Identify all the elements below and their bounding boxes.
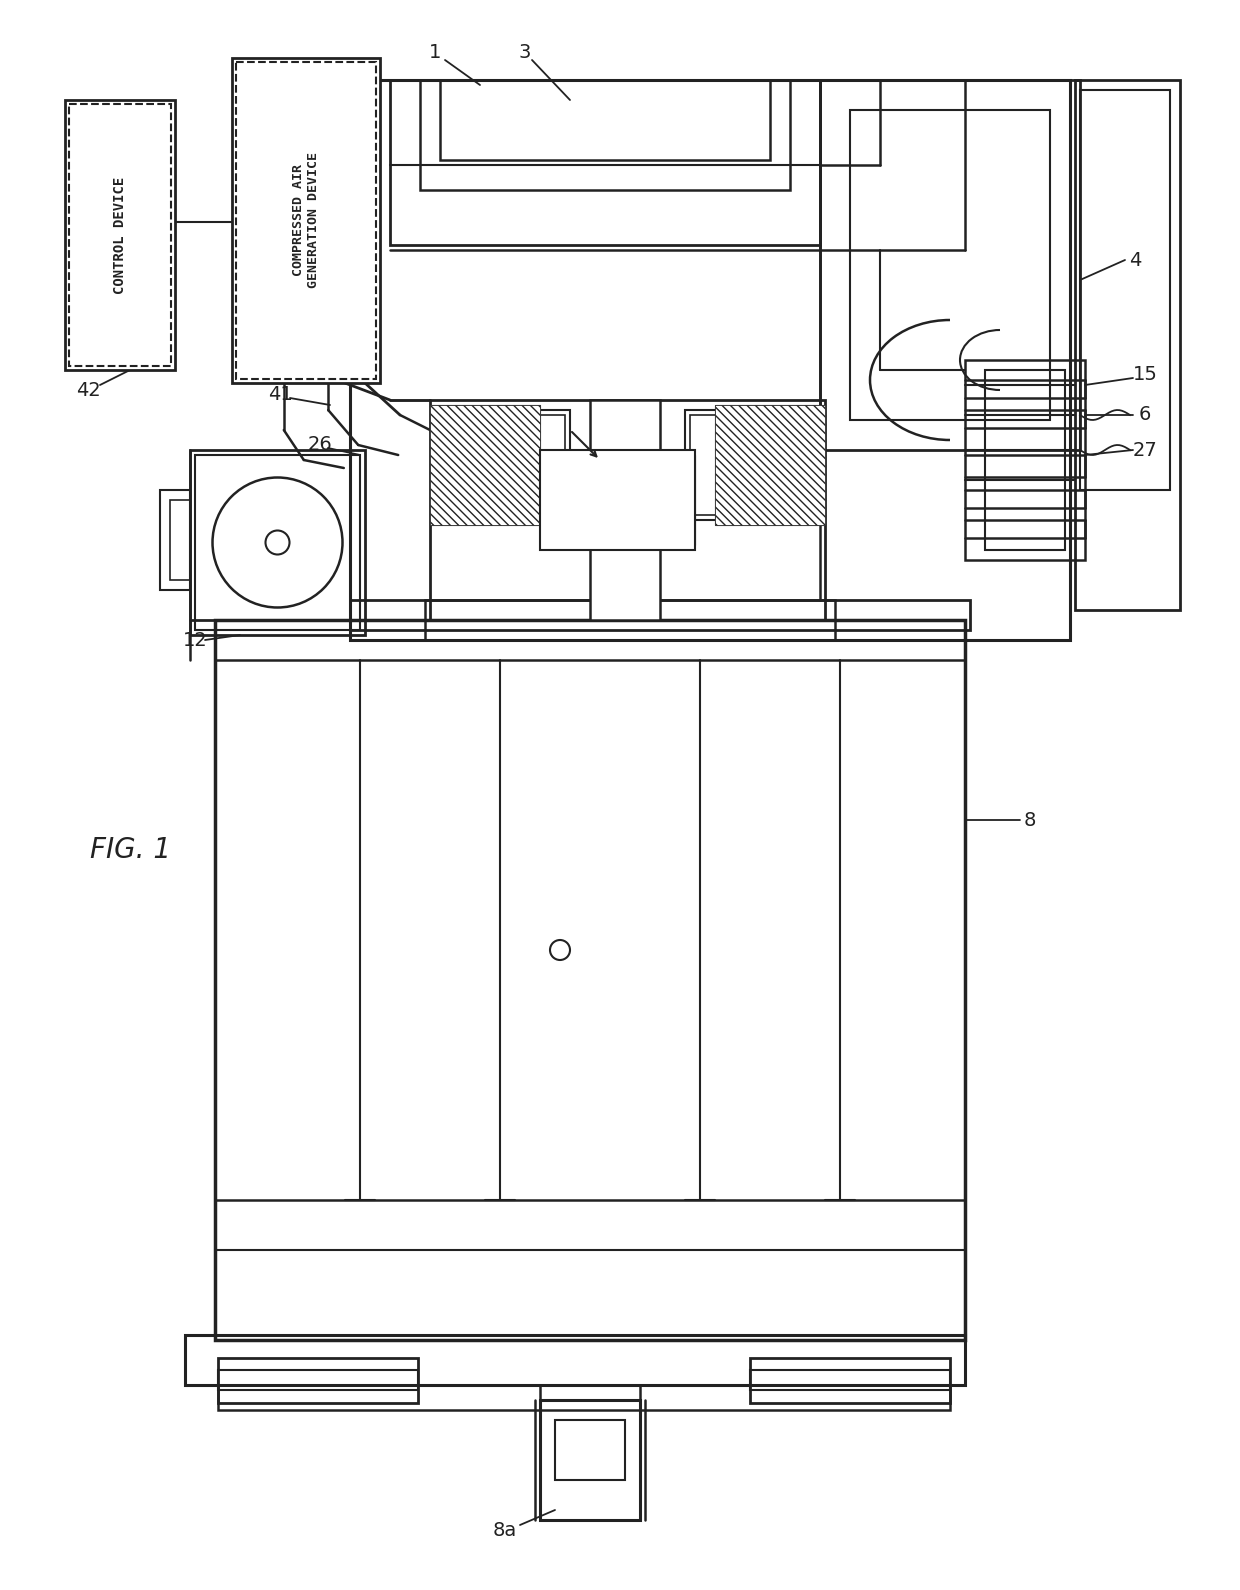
Bar: [689, 415, 750, 515]
Bar: [350, 80, 1070, 641]
Text: 4: 4: [1128, 251, 1141, 269]
Text: 15: 15: [1132, 366, 1157, 385]
Bar: [160, 490, 190, 590]
Bar: [215, 620, 965, 1340]
Bar: [69, 103, 171, 366]
Bar: [430, 405, 539, 525]
Text: COMPRESSED AIR
GENERATION DEVICE: COMPRESSED AIR GENERATION DEVICE: [291, 153, 320, 288]
Bar: [64, 100, 175, 370]
Bar: [760, 429, 815, 510]
Bar: [613, 490, 639, 550]
Bar: [218, 1385, 950, 1410]
Bar: [965, 359, 1085, 560]
Bar: [1080, 91, 1171, 490]
Text: 26: 26: [308, 436, 332, 455]
Bar: [500, 410, 570, 520]
Bar: [236, 62, 376, 378]
Circle shape: [551, 940, 570, 960]
Bar: [232, 57, 379, 383]
Bar: [590, 401, 660, 620]
Bar: [539, 455, 694, 545]
Bar: [218, 1371, 418, 1390]
Bar: [849, 110, 1050, 420]
Circle shape: [212, 477, 342, 607]
Text: 3: 3: [518, 43, 531, 62]
Bar: [190, 450, 365, 634]
Bar: [605, 415, 645, 599]
Text: 41: 41: [268, 385, 293, 404]
Bar: [195, 455, 360, 630]
Text: CONTROL DEVICE: CONTROL DEVICE: [113, 176, 126, 294]
Bar: [985, 370, 1065, 550]
Bar: [539, 1401, 640, 1520]
Bar: [715, 405, 825, 525]
Bar: [750, 1358, 950, 1402]
Bar: [1075, 80, 1180, 611]
Bar: [440, 80, 770, 161]
Bar: [820, 80, 1080, 450]
Text: 12: 12: [182, 631, 207, 649]
Text: FIG. 1: FIG. 1: [91, 836, 171, 863]
Bar: [350, 599, 970, 630]
Bar: [684, 410, 755, 520]
Text: 1: 1: [429, 43, 441, 62]
Text: 27: 27: [1132, 440, 1157, 460]
Text: 8a: 8a: [492, 1520, 517, 1539]
Bar: [750, 1371, 950, 1390]
Bar: [505, 415, 565, 515]
Text: 6: 6: [1138, 405, 1151, 425]
Text: 8: 8: [1024, 811, 1037, 830]
Bar: [539, 450, 694, 550]
Bar: [430, 401, 825, 620]
Bar: [430, 405, 539, 525]
Bar: [440, 429, 495, 510]
Bar: [170, 499, 190, 580]
Bar: [218, 1358, 418, 1402]
Bar: [391, 80, 820, 245]
Bar: [420, 80, 790, 189]
Circle shape: [265, 531, 289, 555]
Bar: [185, 1336, 965, 1385]
Bar: [715, 405, 825, 525]
Bar: [556, 1420, 625, 1480]
Text: 42: 42: [76, 380, 100, 399]
Bar: [425, 599, 835, 641]
